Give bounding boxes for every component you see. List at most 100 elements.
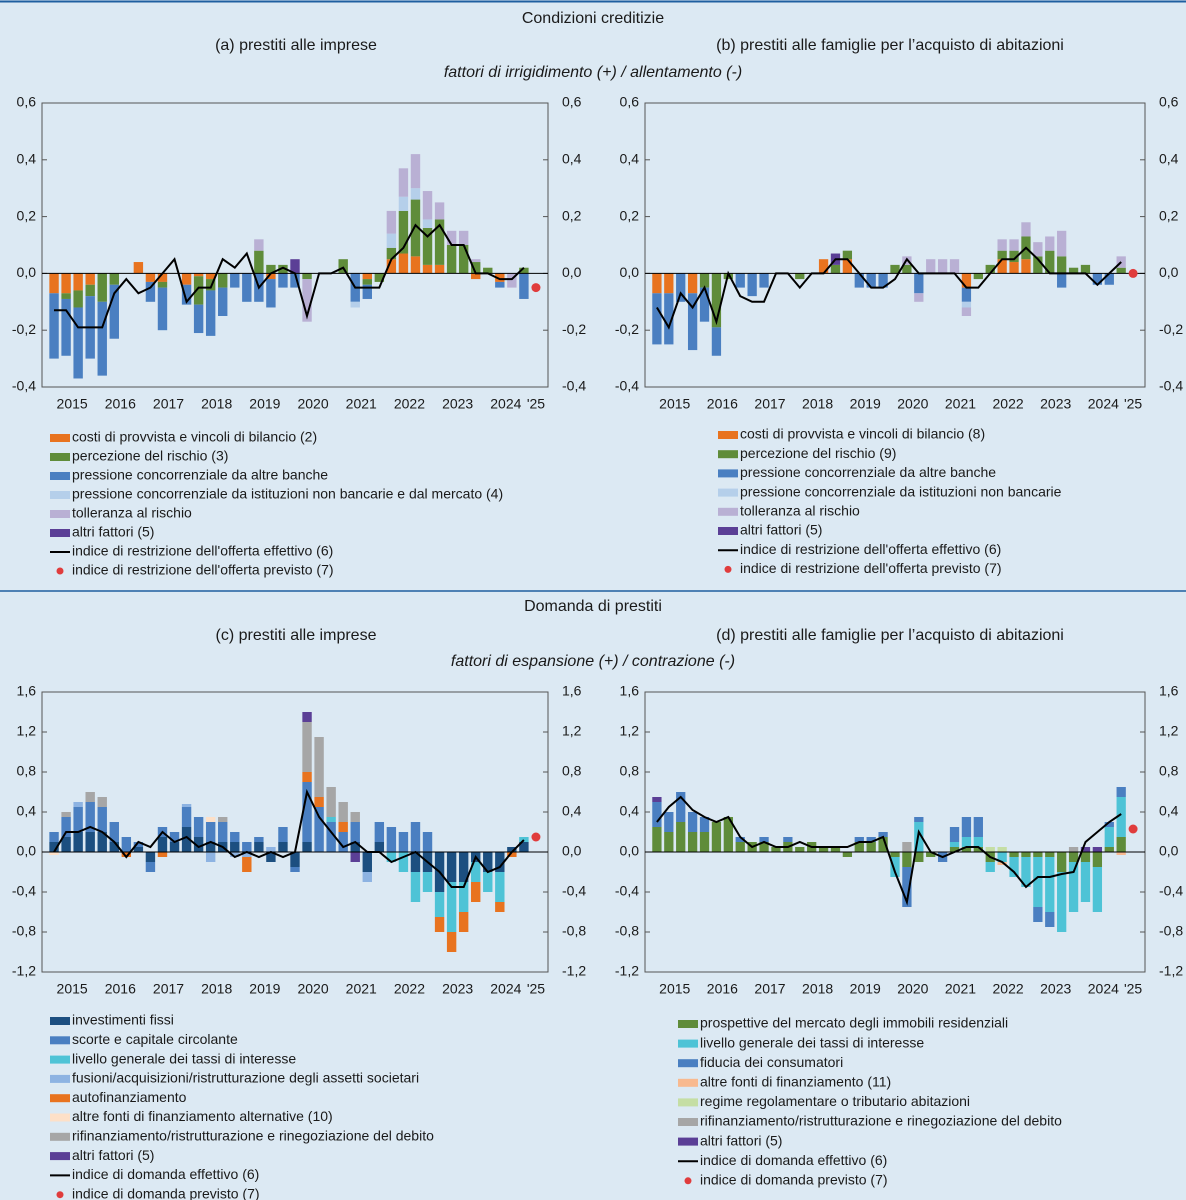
y2-tick-label: 1,6 xyxy=(562,683,582,699)
bar-segment xyxy=(854,273,864,288)
bar-segment xyxy=(495,273,505,282)
bar-segment xyxy=(230,852,240,857)
bar-segment xyxy=(699,832,710,852)
bar-segment xyxy=(278,827,288,842)
legend-swatch xyxy=(718,488,738,497)
bar-segment xyxy=(495,902,505,912)
bar-segment xyxy=(495,852,505,872)
bar-segment xyxy=(949,827,960,842)
bar-segment xyxy=(362,273,372,280)
bar-segment xyxy=(902,867,912,907)
y-tick-label: 0,0 xyxy=(17,843,37,859)
bar-segment xyxy=(109,842,119,852)
legend-swatch xyxy=(718,450,738,459)
bar-segment xyxy=(854,842,864,852)
bar-segment xyxy=(61,298,71,356)
bar-segment xyxy=(49,273,59,294)
bar-segment xyxy=(374,842,385,852)
bar-segment xyxy=(973,837,983,847)
y-tick-label: -0,4 xyxy=(12,883,36,899)
legend-label: indice di domanda effettivo (6) xyxy=(72,1166,259,1182)
legend-label: prospettive del mercato degli immobili r… xyxy=(700,1015,1008,1031)
bar-segment xyxy=(458,852,469,882)
bar-segment xyxy=(949,847,960,852)
bar-segment xyxy=(73,273,83,291)
legend-swatch xyxy=(50,1017,70,1025)
bar-segment xyxy=(266,847,276,852)
bar-segment xyxy=(652,827,662,852)
y-tick-label: -0,2 xyxy=(615,321,639,337)
bar-segment xyxy=(1092,867,1103,912)
legend-swatch xyxy=(678,1059,698,1068)
bar-segment xyxy=(386,210,397,234)
bar-segment xyxy=(1057,256,1067,274)
x-tick-label: '25 xyxy=(1124,396,1142,412)
y-tick-label: 0,8 xyxy=(620,763,640,779)
y-tick-label: 0,0 xyxy=(620,843,640,859)
bar-segment xyxy=(1080,264,1091,274)
bar-segment xyxy=(652,273,662,294)
x-tick-label: 2018 xyxy=(802,981,833,997)
bar-segment xyxy=(97,797,107,807)
y2-tick-label: -0,4 xyxy=(562,883,586,899)
bar-segment xyxy=(458,245,469,274)
bar-segment xyxy=(434,219,445,265)
bar-segment xyxy=(218,822,228,842)
x-tick-label: 2015 xyxy=(659,396,690,412)
y-tick-label: 0,4 xyxy=(620,151,640,167)
bar-segment xyxy=(169,832,180,842)
legend-label: regime regolamentare o tributario abitaz… xyxy=(700,1093,970,1109)
x-tick-label: 2017 xyxy=(754,396,785,412)
legend-swatch xyxy=(678,1098,698,1107)
bar-segment xyxy=(205,842,216,852)
bar-segment xyxy=(410,822,421,852)
legend-swatch xyxy=(678,1137,698,1146)
bar-segment xyxy=(961,307,972,316)
legend-swatch xyxy=(678,1118,698,1126)
bar-segment xyxy=(446,245,457,274)
bar-segment xyxy=(519,273,529,299)
x-tick-label: 2015 xyxy=(57,981,88,997)
bar-segment xyxy=(97,273,107,302)
bar-segment xyxy=(483,267,493,274)
bar-segment xyxy=(1045,236,1055,251)
bar-segment xyxy=(338,832,348,852)
bar-segment xyxy=(1033,242,1043,257)
bar-segment xyxy=(218,287,228,316)
bar-segment xyxy=(133,262,144,274)
bar-segment xyxy=(302,712,312,722)
bar-segment xyxy=(254,250,264,274)
legend-label: altri fattori (5) xyxy=(72,1147,154,1163)
legend-label: tolleranza al rischio xyxy=(740,503,860,519)
x-tick-label: 2016 xyxy=(707,981,738,997)
bar-segment xyxy=(961,273,972,288)
bar-segment xyxy=(1080,847,1091,852)
bar-segment xyxy=(350,822,360,842)
x-tick-label: 2020 xyxy=(297,396,328,412)
bar-segment xyxy=(61,817,71,837)
legend-label: livello generale dei tassi di interesse xyxy=(72,1050,296,1066)
y-tick-label: 0,6 xyxy=(620,94,640,110)
bar-segment xyxy=(890,852,900,857)
legend-swatch xyxy=(50,491,70,499)
bar-segment xyxy=(937,259,948,274)
bar-segment xyxy=(193,817,204,837)
bar-segment xyxy=(507,852,517,857)
bar-segment xyxy=(1009,239,1019,251)
bar-segment xyxy=(830,264,841,274)
bar-segment xyxy=(242,857,252,872)
legend-label: costi di provvista e vincoli di bilancio… xyxy=(72,429,317,445)
y2-tick-label: 0,0 xyxy=(562,264,582,280)
legend-label: altri fattori (5) xyxy=(740,522,822,538)
legend-label: percezione del rischio (3) xyxy=(72,448,228,464)
bar-segment xyxy=(386,259,397,274)
y-tick-label: -0,4 xyxy=(12,378,36,394)
bar-segment xyxy=(471,262,481,274)
plot-frame xyxy=(41,691,549,973)
bar-segment xyxy=(278,842,288,852)
y2-tick-label: -0,8 xyxy=(562,923,586,939)
x-tick-label: 2023 xyxy=(442,981,473,997)
bar-segment xyxy=(914,293,924,302)
bar-segment xyxy=(290,273,300,288)
x-tick-label: 2017 xyxy=(153,396,184,412)
